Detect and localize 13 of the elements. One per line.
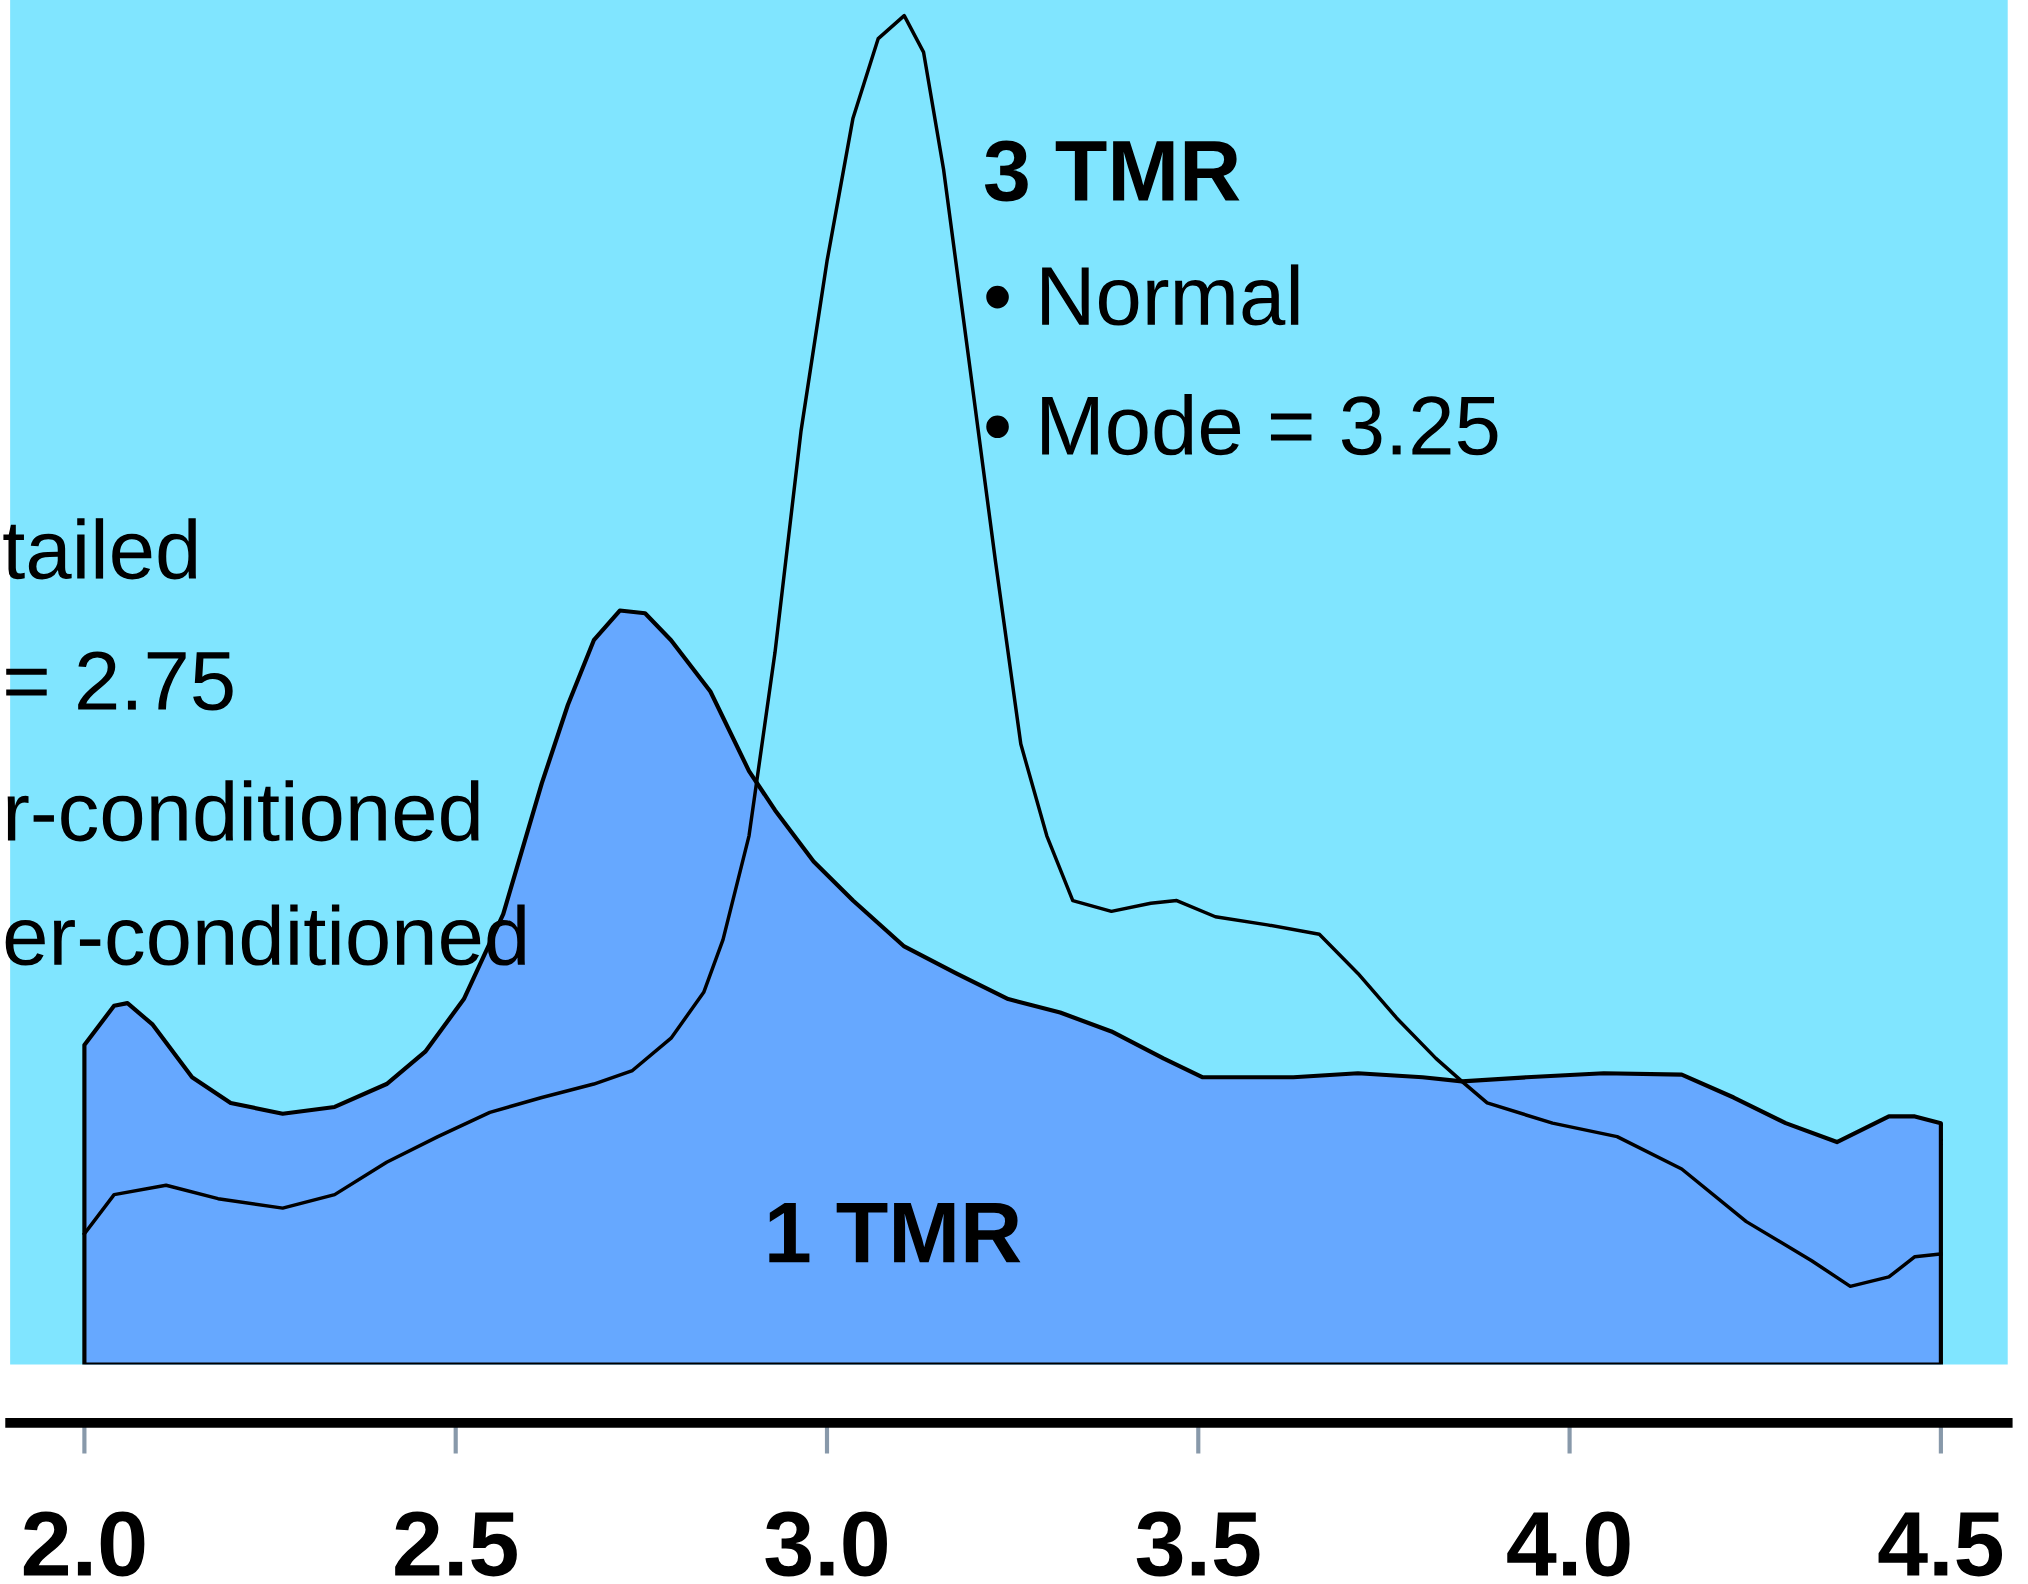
annotation: r-conditioned xyxy=(7,780,479,842)
x-tick-label: 2.5 xyxy=(395,1511,517,1577)
annotation: • Normal xyxy=(986,264,1299,326)
x-tick-label: 3.5 xyxy=(1136,1511,1260,1577)
x-tick-label: 2.0 xyxy=(23,1511,145,1577)
annotation: • Mode = 3.25 xyxy=(986,394,1498,456)
x-tick-label: 3.0 xyxy=(765,1511,887,1577)
x-tick-label: 4.0 xyxy=(1507,1511,1630,1577)
annotation: = 2.75 xyxy=(6,651,233,711)
series-label: 3 TMR xyxy=(984,140,1240,202)
annotation: tailed xyxy=(3,518,196,580)
x-tick-label: 4.5 xyxy=(1878,1512,2003,1577)
series-label: 1 TMR xyxy=(769,1203,1021,1263)
